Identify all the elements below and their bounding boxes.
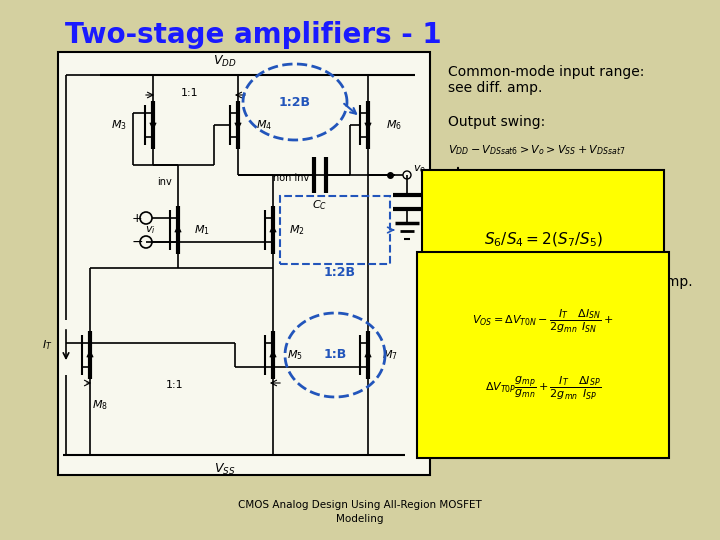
Text: $M_5$: $M_5$ [287, 348, 303, 362]
Text: 1:2B: 1:2B [324, 266, 356, 279]
Text: $M_3$: $M_3$ [111, 118, 127, 132]
Text: $V_{DD}-V_{DSsat6}>V_o>V_{SS}+V_{DSsat7}$: $V_{DD}-V_{DSsat6}>V_o>V_{SS}+V_{DSsat7}… [448, 143, 626, 157]
Text: 1:2B: 1:2B [279, 96, 311, 109]
Text: $M_1$: $M_1$ [194, 223, 210, 237]
Text: $M_4$: $M_4$ [256, 118, 272, 132]
Text: 1:1: 1:1 [181, 88, 199, 98]
Text: $v_o$: $v_o$ [413, 163, 426, 175]
Text: For systematic offset → 0.: For systematic offset → 0. [463, 188, 642, 202]
Text: ≈ same offset voltage as diff. amp.: ≈ same offset voltage as diff. amp. [448, 275, 693, 289]
Text: $V_{SS}$: $V_{SS}$ [215, 462, 235, 476]
Text: non inv: non inv [273, 173, 310, 183]
Text: −: − [131, 235, 143, 249]
Text: $V_{OS}=\Delta V_{T0N}-\dfrac{I_T}{2g_{mn}}\dfrac{\Delta I_{SN}}{I_{SN}}+$

$\De: $V_{OS}=\Delta V_{T0N}-\dfrac{I_T}{2g_{m… [472, 308, 613, 402]
Text: $V_{DD}$: $V_{DD}$ [213, 53, 237, 69]
Text: Two-stage amplifiers - 1: Two-stage amplifiers - 1 [65, 21, 441, 49]
Text: 1:1: 1:1 [166, 380, 184, 390]
Text: $M_7$: $M_7$ [382, 348, 398, 362]
Text: 1:B: 1:B [323, 348, 346, 361]
Text: $M_8$: $M_8$ [92, 398, 108, 412]
Text: inv: inv [158, 177, 172, 187]
Text: $M_6$: $M_6$ [386, 118, 402, 132]
Text: Output swing:: Output swing: [448, 115, 545, 129]
Text: $S_6/S_4=2(S_7/S_5)$: $S_6/S_4=2(S_7/S_5)$ [484, 231, 603, 249]
Text: $C_L$: $C_L$ [422, 196, 436, 210]
Text: $I_T$: $I_T$ [42, 338, 53, 352]
Text: +: + [132, 212, 143, 225]
Text: $v_i$: $v_i$ [145, 224, 156, 236]
Text: see diff. amp.: see diff. amp. [448, 81, 542, 95]
Text: CMOS Analog Design Using All-Region MOSFET
Modeling: CMOS Analog Design Using All-Region MOSF… [238, 500, 482, 524]
Bar [58, 52, 430, 475]
Text: $M_2$: $M_2$ [289, 223, 305, 237]
Text: $C_C$: $C_C$ [312, 198, 328, 212]
Bar [280, 196, 390, 264]
Text: Common-mode input range:: Common-mode input range: [448, 65, 644, 79]
